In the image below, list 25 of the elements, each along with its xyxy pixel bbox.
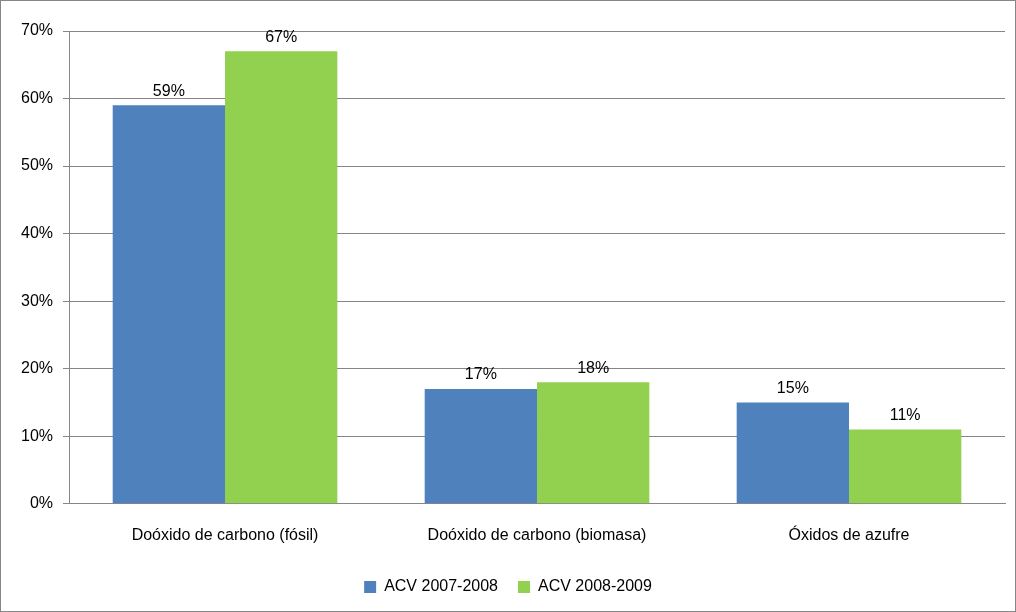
bar bbox=[424, 388, 538, 504]
data-label: 15% bbox=[776, 378, 809, 396]
y-tick-label: 10% bbox=[20, 426, 54, 444]
bar bbox=[736, 402, 849, 504]
y-tick-label: 60% bbox=[20, 88, 54, 106]
data-label: 59% bbox=[152, 81, 185, 99]
y-tick-label: 40% bbox=[20, 224, 54, 242]
bar bbox=[112, 105, 226, 504]
bar bbox=[849, 429, 962, 504]
y-tick-label: 0% bbox=[29, 494, 54, 512]
x-tick-label: Doóxido de carbono (fósil) bbox=[131, 525, 319, 543]
data-label: 17% bbox=[464, 365, 497, 383]
x-tick-label: Doóxido de carbono (biomasa) bbox=[427, 525, 647, 543]
y-tick-label: 30% bbox=[20, 291, 54, 309]
data-label: 67% bbox=[265, 27, 298, 45]
x-tick-label: Óxidos de azufre bbox=[788, 524, 910, 543]
data-label: 11% bbox=[889, 405, 921, 423]
bar bbox=[537, 382, 650, 504]
data-label: 18% bbox=[577, 358, 610, 376]
y-tick-label: 70% bbox=[20, 21, 54, 39]
legend-label: ACV 2007-2008 bbox=[384, 577, 499, 595]
y-tick-label: 50% bbox=[20, 156, 54, 174]
y-tick-label: 20% bbox=[20, 359, 54, 377]
legend-label: ACV 2008-2009 bbox=[538, 577, 652, 595]
bar bbox=[225, 51, 338, 504]
